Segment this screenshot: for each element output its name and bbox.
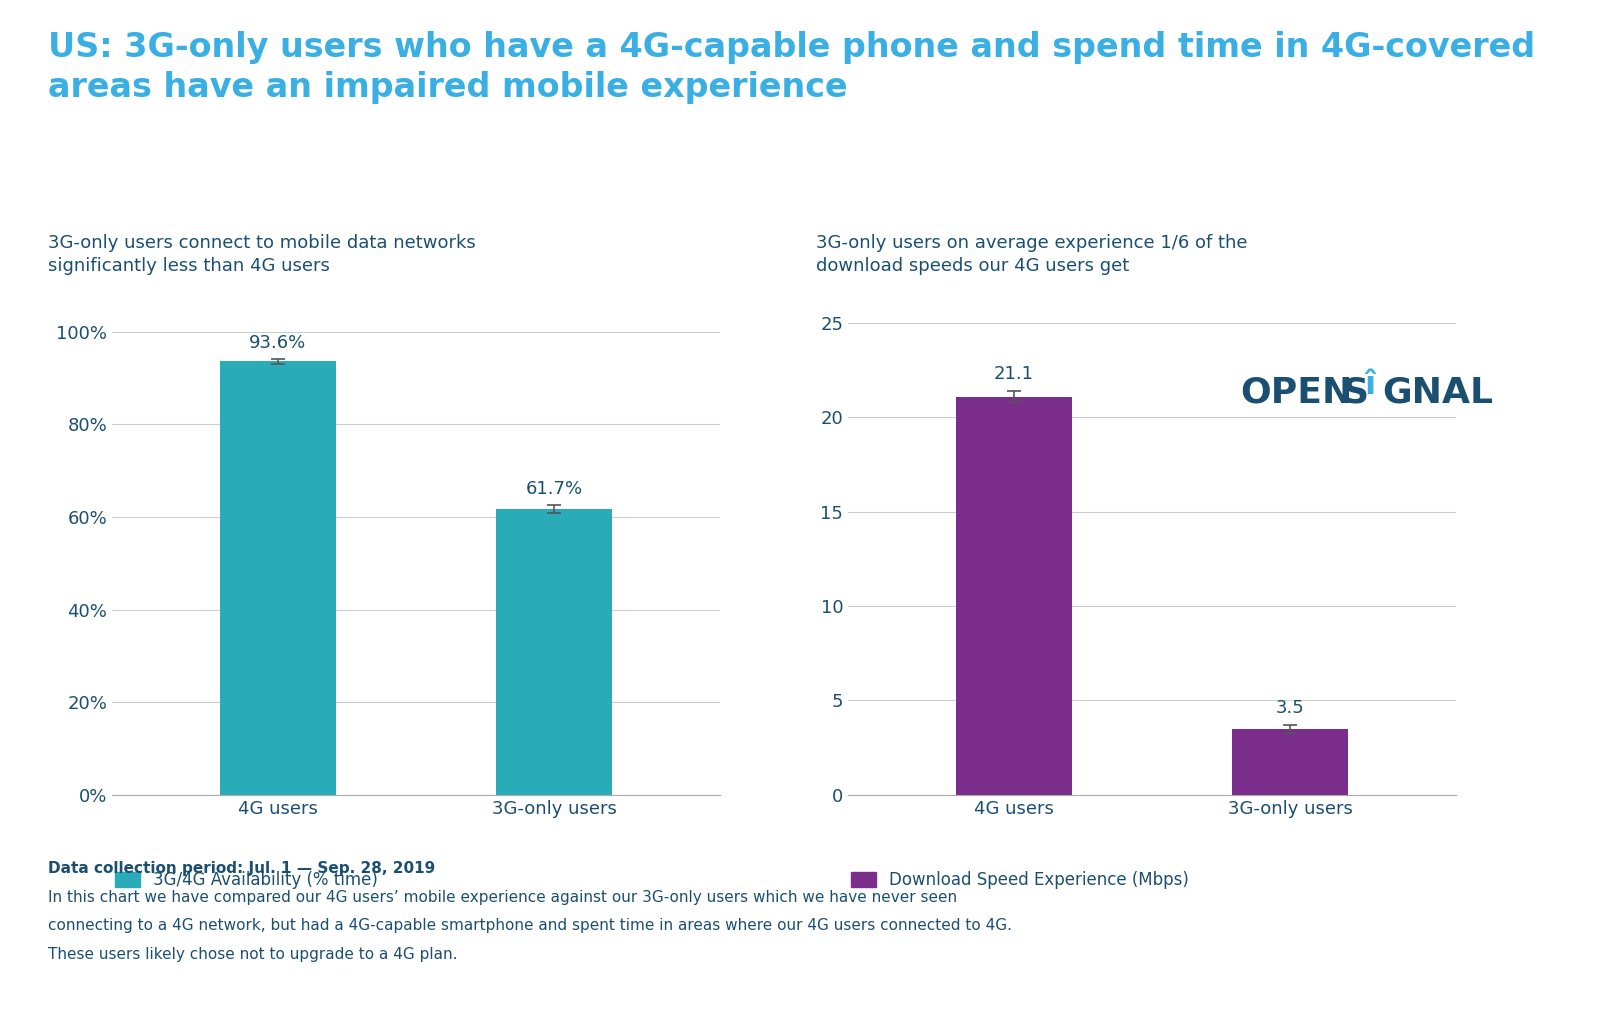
- Text: 3G-only users on average experience 1/6 of the
download speeds our 4G users get: 3G-only users on average experience 1/6 …: [816, 234, 1248, 274]
- Text: GNAL: GNAL: [1382, 375, 1493, 410]
- Bar: [1232, 729, 1349, 795]
- Text: 93.6%: 93.6%: [250, 334, 307, 352]
- Legend: 3G/4G Availability (% time): 3G/4G Availability (% time): [109, 864, 384, 896]
- Bar: [955, 396, 1072, 795]
- Text: OPEN: OPEN: [1240, 375, 1352, 410]
- Text: US: 3G-only users who have a 4G-capable phone and spend time in 4G-covered
areas: US: 3G-only users who have a 4G-capable …: [48, 31, 1534, 104]
- Text: 61.7%: 61.7%: [526, 480, 582, 498]
- Text: connecting to a 4G network, but had a 4G-capable smartphone and spent time in ar: connecting to a 4G network, but had a 4G…: [48, 918, 1013, 933]
- Text: In this chart we have compared our 4G users’ mobile experience against our 3G-on: In this chart we have compared our 4G us…: [48, 890, 957, 905]
- Text: 3.5: 3.5: [1275, 699, 1304, 717]
- Legend: Download Speed Experience (Mbps): Download Speed Experience (Mbps): [845, 864, 1195, 896]
- Text: 3G-only users connect to mobile data networks
significantly less than 4G users: 3G-only users connect to mobile data net…: [48, 234, 475, 274]
- Bar: [496, 510, 613, 795]
- Text: Data collection period: Jul. 1 — Sep. 28, 2019: Data collection period: Jul. 1 — Sep. 28…: [48, 861, 435, 876]
- Text: These users likely chose not to upgrade to a 4G plan.: These users likely chose not to upgrade …: [48, 947, 458, 962]
- Text: 21.1: 21.1: [994, 366, 1034, 383]
- Text: î: î: [1365, 370, 1376, 400]
- Bar: [219, 362, 336, 795]
- Text: S: S: [1342, 375, 1368, 410]
